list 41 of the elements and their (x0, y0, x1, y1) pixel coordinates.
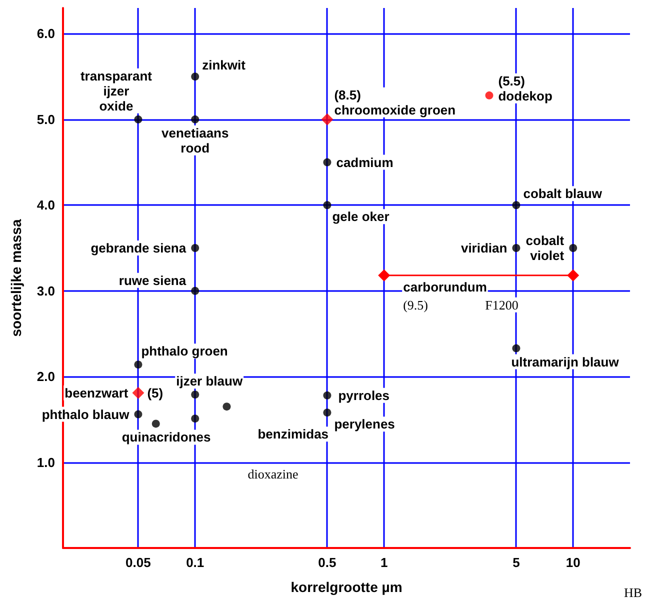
annotation: (8.5) chroomoxide groen (334, 87, 456, 118)
x-tick-label: 0.5 (318, 555, 336, 570)
annotation: cobalt blauw (523, 186, 603, 202)
annotation: phthalo blauw (42, 406, 130, 422)
annotation: gebrande siena (90, 240, 187, 256)
annotation: pyrroles (338, 388, 390, 403)
annotation: gele oker (332, 209, 390, 224)
annotation: cobalt violet (526, 233, 565, 263)
text: HB (624, 585, 642, 600)
y-tick-label: 5.0 (36, 112, 55, 127)
y-tick-label: 2.0 (36, 369, 55, 384)
x-axis-title: korrelgrootte µm (290, 579, 402, 595)
annotation: beenzwart (64, 385, 129, 400)
y-tick-label: 1.0 (36, 454, 55, 470)
x-tick-label: 5 (512, 555, 520, 570)
annotation: dioxazine (248, 466, 298, 482)
annotation: quinacridones (122, 430, 211, 445)
annotation: F1200 (485, 297, 518, 312)
annotation: (9.5) (403, 297, 428, 312)
annotation: perylenes (334, 416, 395, 432)
annotation: venetiaans rood (162, 125, 229, 156)
annotation: viridian (460, 240, 508, 256)
annotation: ruwe siena (118, 272, 187, 288)
annotation: carborundum (403, 279, 487, 294)
annotation: transparant ijzer oxide (80, 68, 153, 114)
annotation: phthalo groen (141, 344, 228, 359)
annotation: zinkwit (202, 58, 246, 73)
y-axis-title: soortelijke massa (8, 219, 24, 337)
annotation: benzimidas (258, 426, 329, 442)
y-tick-label: 3.0 (36, 283, 55, 298)
y-tick-label: 4.0 (36, 198, 55, 213)
annotation: (5) (147, 385, 164, 400)
x-tick-label: 1 (380, 555, 388, 570)
x-tick-label: 0.05 (126, 555, 151, 570)
annotation: cadmium (336, 154, 394, 170)
x-tick-label: 10 (566, 555, 580, 570)
annotation: (5.5) dodekop (498, 73, 552, 104)
x-tick-label: 0.1 (186, 555, 204, 570)
y-tick-label: 6.0 (36, 26, 55, 42)
annotation: ultramarijn blauw (511, 354, 620, 370)
annotation: ijzer blauw (176, 374, 244, 389)
